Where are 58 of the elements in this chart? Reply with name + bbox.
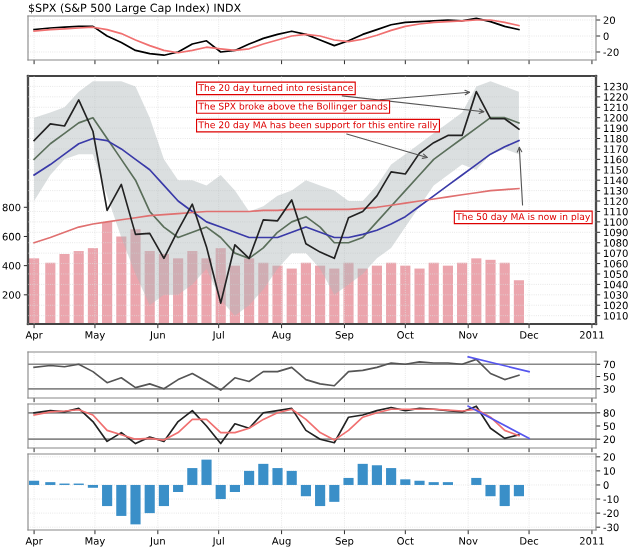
- bar: [201, 258, 212, 324]
- bar: [45, 262, 56, 324]
- bar: [371, 265, 382, 324]
- bar: [116, 484, 127, 516]
- bar: [371, 465, 382, 485]
- bar: [187, 468, 198, 485]
- bar: [258, 463, 269, 485]
- line-series: [33, 358, 520, 391]
- bar: [244, 258, 255, 324]
- bar: [442, 265, 453, 324]
- bar: [300, 484, 311, 497]
- bar: [144, 484, 155, 514]
- bar: [471, 258, 482, 324]
- bar: [116, 236, 127, 324]
- bar: [300, 262, 311, 324]
- bar: [315, 265, 326, 324]
- bar: [201, 459, 212, 485]
- bar: [386, 468, 397, 485]
- bar: [144, 251, 155, 324]
- bar: [485, 259, 496, 324]
- bar: [329, 484, 340, 502]
- bar: [357, 268, 368, 324]
- bar: [102, 484, 113, 507]
- bar: [229, 484, 240, 492]
- bar: [59, 253, 70, 324]
- bar: [343, 262, 354, 324]
- bar: [414, 268, 425, 324]
- bar: [130, 229, 141, 324]
- bar: [357, 463, 368, 485]
- bar: [272, 468, 283, 485]
- bar: [499, 484, 510, 507]
- bar: [229, 265, 240, 324]
- bar: [173, 258, 184, 324]
- bar: [130, 484, 141, 525]
- bar: [244, 470, 255, 485]
- bar: [386, 262, 397, 324]
- bar: [400, 479, 411, 485]
- bar: [499, 262, 510, 324]
- bar: [215, 484, 226, 500]
- bar: [272, 265, 283, 324]
- bar: [513, 280, 524, 324]
- bar: [158, 484, 169, 507]
- bar: [315, 484, 326, 507]
- bar: [428, 262, 439, 324]
- bar: [485, 484, 496, 497]
- bar: [286, 268, 297, 324]
- bar: [457, 262, 468, 324]
- bar: [258, 262, 269, 324]
- bar: [343, 477, 354, 485]
- bar: [187, 251, 198, 324]
- bar: [286, 470, 297, 485]
- bar: [73, 251, 84, 324]
- bar: [329, 268, 340, 324]
- bar: [158, 253, 169, 324]
- bar: [471, 477, 482, 485]
- bar: [102, 221, 113, 324]
- bar: [173, 484, 184, 492]
- bar: [513, 484, 524, 497]
